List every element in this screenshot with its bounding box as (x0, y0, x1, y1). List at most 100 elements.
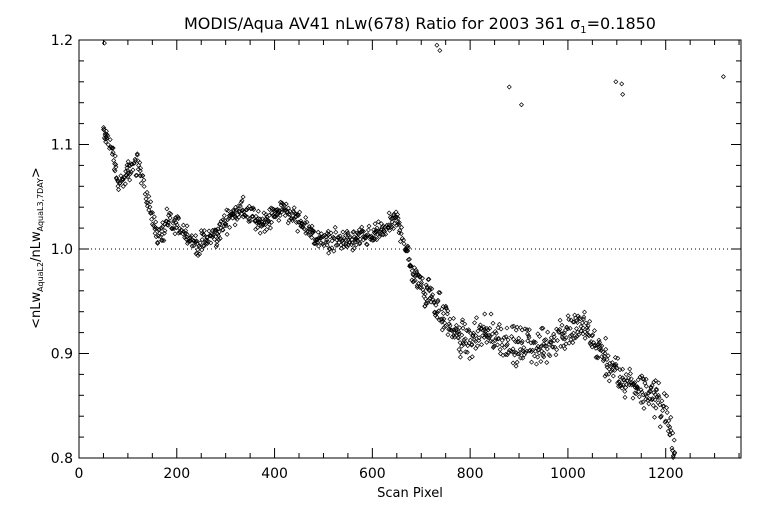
data-point (604, 362, 610, 368)
data-point (612, 354, 618, 360)
data-point (547, 353, 553, 359)
data-point (580, 316, 586, 322)
x-tick-label: 1000 (550, 466, 586, 482)
data-point (461, 341, 467, 347)
data-point (587, 318, 593, 324)
chart-title-value: =0.1850 (587, 14, 656, 33)
y-label-mid: /nLw (29, 231, 44, 262)
data-point (324, 242, 330, 248)
data-point (503, 352, 509, 358)
data-point (583, 320, 589, 326)
data-point (495, 325, 501, 331)
data-point (267, 225, 273, 231)
data-point (482, 326, 488, 332)
data-point (302, 220, 308, 226)
data-point (171, 218, 177, 224)
data-point (599, 343, 605, 349)
data-point (407, 263, 413, 269)
data-point (627, 366, 633, 372)
data-point (461, 337, 467, 343)
data-point (610, 373, 616, 379)
data-point (215, 231, 221, 237)
data-point (585, 327, 591, 333)
data-point (363, 232, 369, 238)
data-point (127, 171, 133, 177)
data-point (616, 383, 622, 389)
data-point (669, 445, 675, 451)
data-point (355, 232, 361, 238)
data-point (538, 359, 544, 365)
chart-title-main: MODIS/Aqua AV41 nLw(678) Ratio for 2003 … (184, 14, 570, 33)
data-point (395, 215, 401, 221)
data-point (608, 368, 614, 374)
data-point (623, 385, 629, 391)
data-point (269, 219, 275, 225)
data-point (544, 360, 550, 365)
data-point (574, 318, 580, 324)
data-point (608, 364, 614, 370)
data-point (529, 349, 535, 355)
data-point (473, 345, 479, 351)
data-point (551, 331, 557, 337)
data-point (137, 160, 143, 166)
data-point (605, 353, 611, 359)
data-point (636, 394, 642, 400)
data-point (251, 207, 257, 213)
data-point (309, 223, 315, 229)
data-point (525, 331, 531, 337)
data-point (580, 325, 586, 331)
data-point (515, 351, 521, 357)
data-point (578, 328, 584, 334)
data-point (485, 327, 491, 333)
data-point (350, 247, 356, 253)
outlier-point (720, 74, 726, 80)
data-point (377, 231, 383, 237)
data-point (397, 239, 403, 245)
data-point (429, 294, 435, 300)
outlier-point (619, 81, 625, 87)
data-point (117, 180, 123, 186)
data-point (513, 363, 519, 369)
data-point (597, 343, 603, 349)
data-point (272, 214, 278, 220)
data-point (183, 228, 189, 234)
data-point (328, 230, 334, 236)
data-point (170, 226, 176, 232)
data-point (115, 177, 121, 183)
data-point (314, 239, 320, 245)
outlier-point (437, 47, 443, 53)
data-point (545, 329, 551, 335)
data-points (101, 40, 726, 461)
data-point (347, 234, 353, 240)
data-point (437, 290, 443, 296)
data-point (301, 226, 307, 232)
data-point (648, 389, 654, 394)
data-point (351, 229, 357, 235)
data-point (282, 213, 288, 219)
data-point (485, 334, 491, 340)
data-point (654, 394, 660, 400)
data-point (460, 340, 466, 346)
data-point (558, 343, 564, 349)
data-point (571, 330, 577, 336)
data-point (137, 168, 143, 174)
data-point (365, 227, 371, 233)
data-point (671, 437, 677, 443)
data-point (257, 230, 263, 236)
data-point (504, 343, 510, 349)
data-point (132, 156, 138, 162)
data-point (504, 341, 510, 347)
data-point (664, 393, 670, 399)
data-point (138, 180, 144, 186)
data-point (464, 328, 470, 334)
data-point (153, 234, 159, 240)
data-point (553, 352, 559, 358)
data-point (120, 183, 126, 189)
data-point (609, 360, 615, 366)
data-point (255, 208, 261, 214)
data-point (217, 236, 223, 242)
data-point (511, 323, 517, 329)
data-point (374, 237, 380, 243)
data-point (221, 213, 227, 219)
data-point (144, 203, 150, 209)
